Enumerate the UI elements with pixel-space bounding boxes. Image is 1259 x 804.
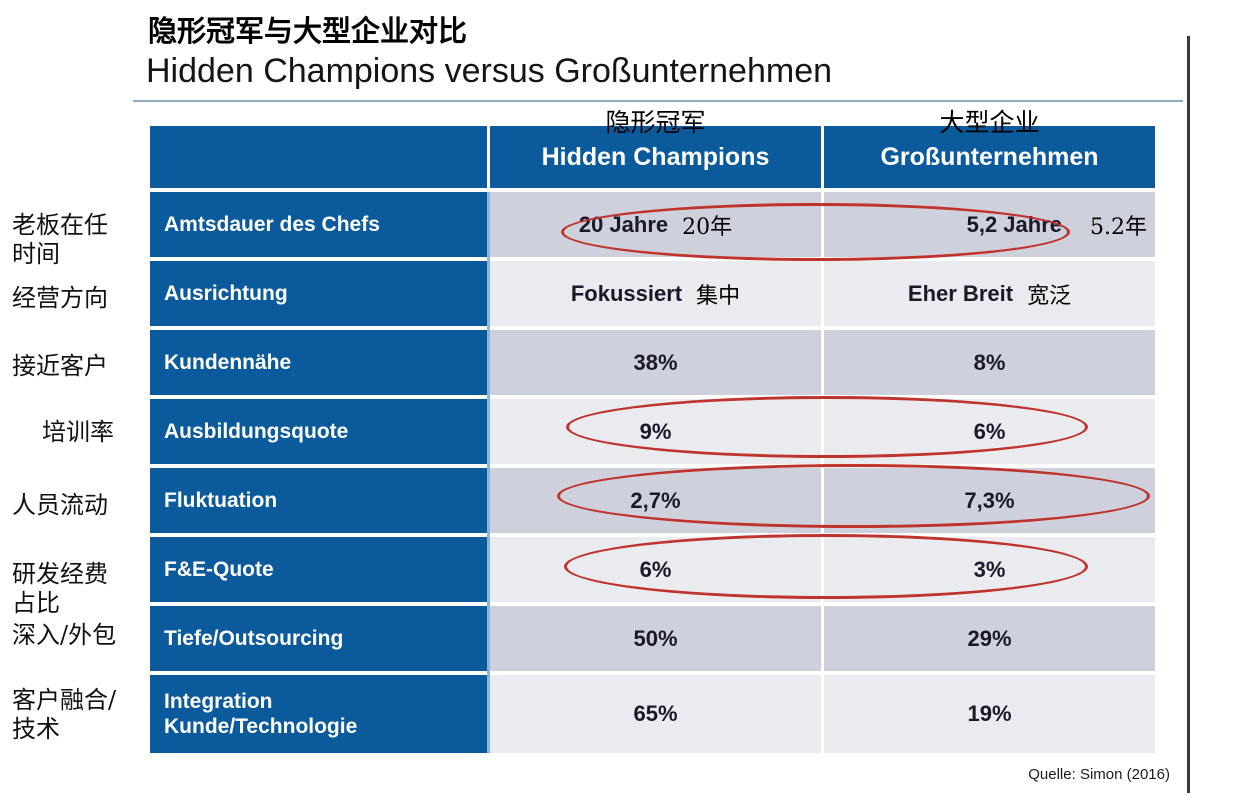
margin-label-line: 深入/外包 <box>12 621 117 649</box>
value-hidden-champions: Fokussiert 集中 <box>490 261 821 326</box>
row-label: Tiefe/Outsourcing <box>150 606 487 671</box>
row-label-line: Tiefe/Outsourcing <box>164 626 344 650</box>
row-label: Integration Kunde/Technologie <box>150 675 487 753</box>
margin-label-line: 占比 <box>12 589 60 617</box>
value-text-de: 38% <box>633 349 678 375</box>
highlight-ellipse-fluktuation <box>557 464 1150 528</box>
value-text-de: 8% <box>973 349 1006 375</box>
margin-label-line: 接近客户 <box>12 352 108 380</box>
column-header-zh-hidden-champions: 隐形冠军 <box>605 108 706 137</box>
value-grossunternehmen: Eher Breit 宽泛 <box>824 261 1155 326</box>
row-label: Ausrichtung <box>150 261 487 326</box>
margin-label-line: 客户融合/ <box>12 686 117 714</box>
row-label-line: F&E-Quote <box>164 557 274 581</box>
value-text-de: Eher Breit <box>907 280 1014 306</box>
corner-cell <box>150 126 487 188</box>
value-text-zh: 集中 <box>696 283 741 309</box>
row-label: F&E-Quote <box>150 537 487 602</box>
row-label-line: Kundennähe <box>164 350 292 374</box>
highlight-ellipse-ausbildungsquote <box>566 396 1088 458</box>
margin-label-line: 老板在任 <box>12 211 108 239</box>
value-text-zh: 5.2年 <box>1090 214 1147 240</box>
column-header-hidden-champions: Hidden Champions <box>490 126 821 188</box>
highlight-ellipse-fe-quote <box>564 534 1088 599</box>
highlight-ellipse-amtsdauer <box>561 203 1070 261</box>
margin-label-zh: 人员流动 <box>12 491 108 520</box>
value-grossunternehmen: 29% <box>824 606 1155 671</box>
value-hidden-champions: 50% <box>490 606 821 671</box>
title-divider <box>133 100 1183 102</box>
value-hidden-champions: 65% <box>490 675 821 753</box>
value-grossunternehmen: 19% <box>824 675 1155 753</box>
column-header-grossunternehmen: Großunternehmen <box>824 126 1155 188</box>
margin-label-zh: 老板在任 时间 <box>12 211 108 269</box>
margin-label-line: 时间 <box>12 240 60 268</box>
row-label-line: Kunde/Technologie <box>164 715 358 738</box>
slide-title-en: Hidden Champions versus Großunternehmen <box>146 52 833 90</box>
right-border-line <box>1187 36 1190 793</box>
row-label-line: Fluktuation <box>164 488 278 512</box>
row-label: Fluktuation <box>150 468 487 533</box>
margin-label-zh: 经营方向 <box>12 284 108 313</box>
margin-label-zh: 培训率 <box>42 418 114 447</box>
margin-label-line: 经营方向 <box>12 284 108 312</box>
value-text-de: 29% <box>967 625 1012 651</box>
value-text-zh: 宽泛 <box>1027 283 1072 309</box>
label-column-stripe <box>487 192 490 753</box>
margin-label-line: 培训率 <box>42 418 114 446</box>
row-label-line: Integration <box>164 689 273 713</box>
row-label-line: Ausrichtung <box>164 281 288 305</box>
margin-label-zh: 客户融合/技术 <box>12 686 116 744</box>
row-label: Kundennähe <box>150 330 487 395</box>
value-grossunternehmen: 8% <box>824 330 1155 395</box>
row-label-line: Ausbildungsquote <box>164 419 349 443</box>
margin-label-zh: 接近客户 <box>12 352 108 381</box>
row-label: Ausbildungsquote <box>150 399 487 464</box>
margin-label-line: 研发经费 <box>12 560 108 588</box>
margin-label-zh: 研发经费 占比 <box>12 560 108 618</box>
slide-title-zh: 隐形冠军与大型企业对比 <box>148 14 468 48</box>
margin-label-line: 人员流动 <box>12 491 108 519</box>
column-header-zh-grossunternehmen: 大型企业 <box>939 108 1040 137</box>
value-text-de: Fokussiert <box>570 280 683 306</box>
row-label: Amtsdauer des Chefs <box>150 192 487 257</box>
value-text-de: 50% <box>633 625 678 651</box>
margin-label-zh: 深入/外包 <box>12 621 116 650</box>
source-citation: Quelle: Simon (2016) <box>1028 766 1170 783</box>
value-hidden-champions: 38% <box>490 330 821 395</box>
row-label-line: Amtsdauer des Chefs <box>164 212 380 236</box>
value-text-de: 65% <box>633 701 678 726</box>
margin-label-line: 技术 <box>12 715 60 743</box>
value-text-de: 19% <box>967 701 1012 726</box>
